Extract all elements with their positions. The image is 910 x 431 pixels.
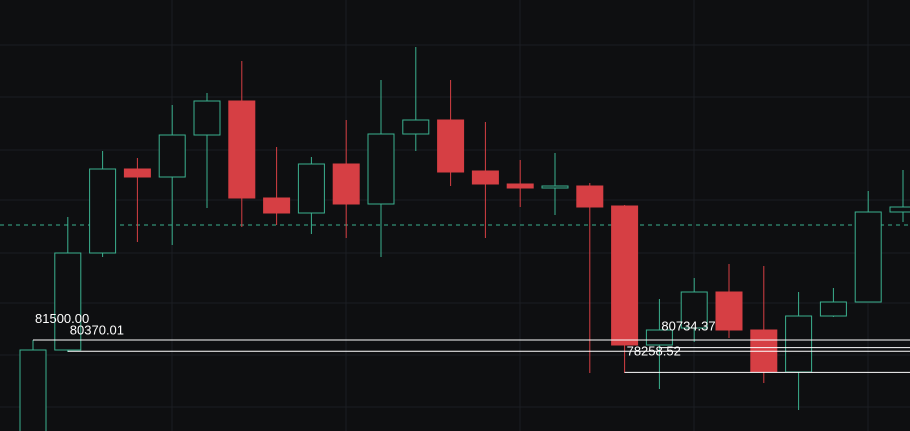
candle-body xyxy=(367,133,395,205)
candle-body xyxy=(297,163,325,214)
candle-body xyxy=(54,252,82,351)
candle-body xyxy=(819,301,847,317)
candle-body xyxy=(611,205,639,346)
candle-body xyxy=(785,315,813,373)
candle-body xyxy=(471,170,499,185)
level-label: 80734.37 xyxy=(661,319,715,334)
level-label: 81500.00 xyxy=(35,311,89,326)
candle-body xyxy=(541,185,569,189)
candle-body xyxy=(193,100,221,136)
candle-body xyxy=(437,119,465,173)
candle-body xyxy=(715,291,743,331)
candle-body xyxy=(645,329,673,346)
candle-body xyxy=(889,206,910,213)
candle-body xyxy=(402,119,430,135)
candle-body xyxy=(19,349,47,431)
candle-body xyxy=(158,134,186,178)
candle-body xyxy=(576,185,604,208)
level-label: 78258.52 xyxy=(627,343,681,358)
candle-body xyxy=(263,197,291,214)
candle-body xyxy=(854,211,882,303)
candle-body xyxy=(506,183,534,189)
level-label: 80370.01 xyxy=(70,322,124,337)
candle-body xyxy=(123,168,151,178)
candle-body xyxy=(228,100,256,199)
candle-body xyxy=(89,168,117,254)
candle-body xyxy=(332,163,360,205)
candle-body xyxy=(680,291,708,329)
